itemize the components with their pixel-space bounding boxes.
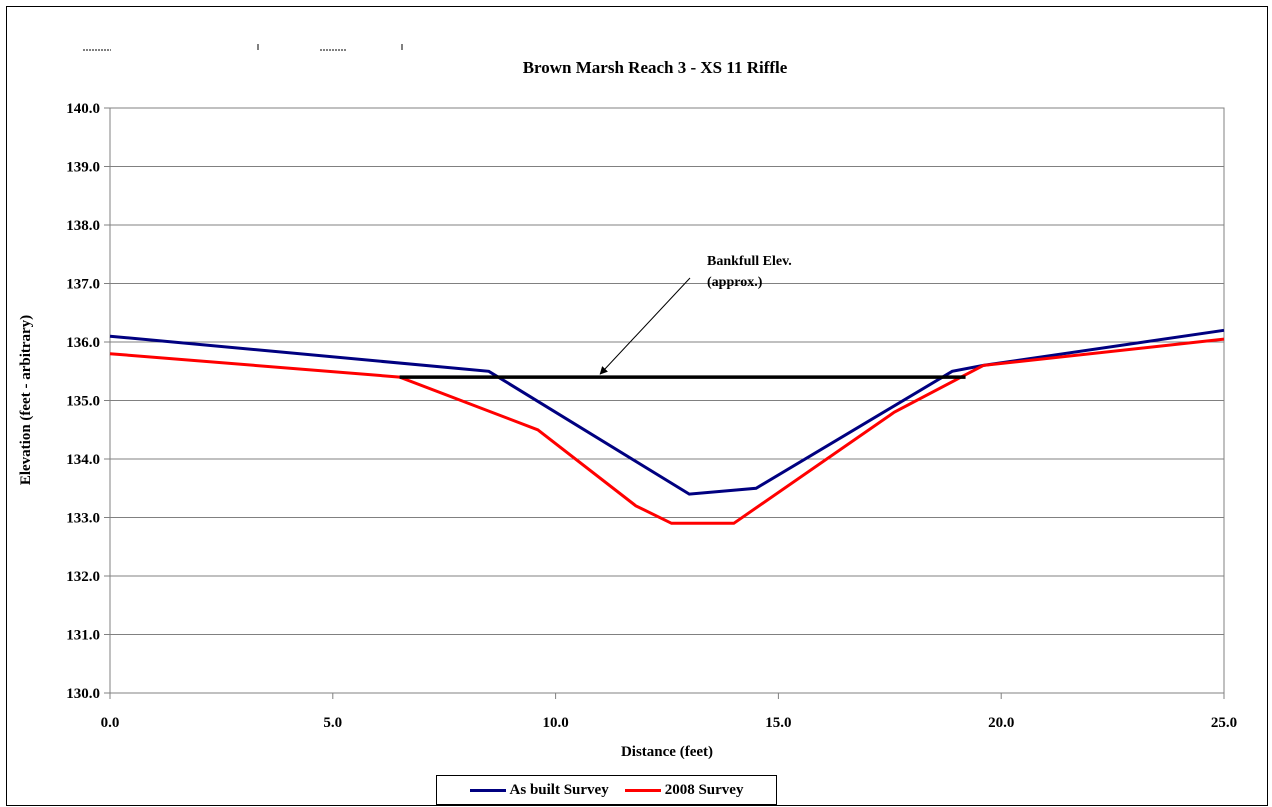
chart-title: Brown Marsh Reach 3 - XS 11 Riffle xyxy=(523,58,788,77)
series-2008-line xyxy=(109,337,1225,525)
y-tick-label: 137.0 xyxy=(66,277,100,293)
y-tick-label: 140.0 xyxy=(66,101,100,117)
x-tick-labels: 0.0 5.0 10.0 15.0 20.0 25.0 xyxy=(101,715,1238,731)
y-tick-label: 139.0 xyxy=(66,160,100,176)
y-tick-label: 131.0 xyxy=(66,628,100,644)
x-axis-label: Distance (feet) xyxy=(621,744,713,760)
y-axis-label: Elevation (feet - arbitrary) xyxy=(18,315,34,485)
y-tick-label: 130.0 xyxy=(66,686,100,702)
bankfull-arrow xyxy=(599,277,691,375)
y-tick-label: 138.0 xyxy=(66,218,100,234)
y-tick-label: 133.0 xyxy=(66,511,100,527)
x-tick-label: 10.0 xyxy=(542,715,568,731)
bankfull-annotation: Bankfull Elev. (approx.) xyxy=(707,254,795,290)
legend-item-as-built: As built Survey xyxy=(469,781,609,799)
legend-swatch-as-built xyxy=(469,788,506,792)
series-layer xyxy=(109,328,1225,525)
y-tick-labels: 130.0 131.0 132.0 133.0 134.0 135.0 136.0 137.0… xyxy=(66,101,100,702)
bankfull-annotation-line-2: (approx.) xyxy=(707,275,763,290)
y-tick-label: 132.0 xyxy=(66,569,100,585)
legend: As built Survey 2008 Survey xyxy=(436,775,777,805)
legend-item-2008: 2008 Survey xyxy=(624,781,744,799)
top-artifact-marks xyxy=(83,44,403,51)
legend-label-as-built: As built Survey xyxy=(509,781,609,798)
y-tick-label: 136.0 xyxy=(66,335,100,351)
bankfull-annotation-line-1: Bankfull Elev. xyxy=(707,254,792,269)
x-tick-label: 25.0 xyxy=(1211,715,1237,731)
x-tick-label: 20.0 xyxy=(988,715,1014,731)
x-tick-label: 5.0 xyxy=(323,715,342,731)
legend-label-2008: 2008 Survey xyxy=(664,781,744,798)
x-tick-label: 15.0 xyxy=(765,715,791,731)
gridlines xyxy=(104,107,1225,699)
x-tick-label: 0.0 xyxy=(101,715,120,731)
y-tick-label: 134.0 xyxy=(66,452,100,468)
legend-swatch-2008 xyxy=(624,788,661,792)
y-tick-label: 135.0 xyxy=(66,394,100,410)
